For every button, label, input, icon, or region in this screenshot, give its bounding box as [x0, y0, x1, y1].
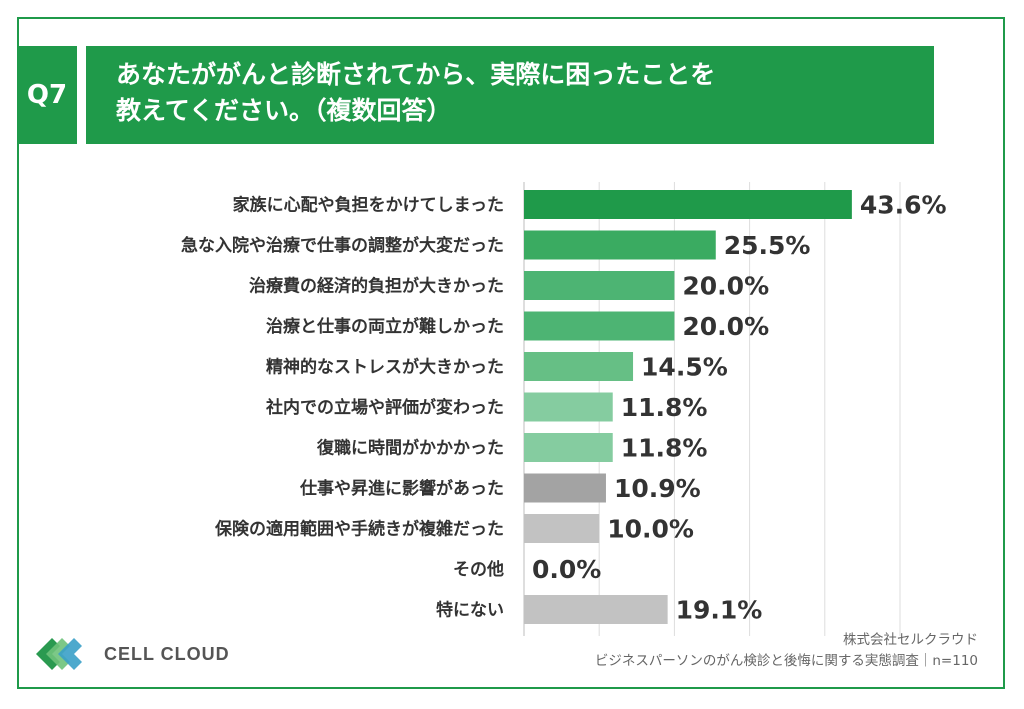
- category-label: 特にない: [436, 600, 504, 621]
- value-label: 11.8%: [621, 393, 708, 422]
- bar: [524, 473, 606, 503]
- category-label: その他: [453, 559, 504, 580]
- value-label: 11.8%: [621, 434, 708, 463]
- value-label: 25.5%: [724, 231, 811, 260]
- bar: [524, 514, 600, 543]
- value-label: 43.6%: [860, 191, 947, 220]
- question-badge: Q7: [17, 46, 77, 144]
- category-label: 治療と仕事の両立が難しかった: [266, 316, 504, 337]
- value-label: 19.1%: [676, 596, 763, 625]
- value-label: 14.5%: [641, 353, 728, 382]
- chart-value-labels: 43.6% 25.5% 20.0% 20.0% 14.5% 11.8% 11.8% 10.9%…: [532, 191, 947, 625]
- source-company: 株式会社セルクラウド: [843, 632, 978, 648]
- question-line-2: 教えてください。（複数回答）: [116, 96, 452, 125]
- bar: [524, 271, 675, 300]
- value-label: 0.0%: [532, 555, 601, 584]
- cell-cloud-logo-icon: [36, 638, 82, 670]
- source-note: 株式会社セルクラウド ビジネスパーソンのがん検診と後悔に関する実態調査｜n=11…: [595, 630, 978, 672]
- question-line-1: あなたががんと診断されてから、実際に困ったことを: [116, 60, 716, 89]
- category-label: 保険の適用範囲や手続きが複雑だった: [214, 519, 504, 540]
- value-label: 10.9%: [614, 474, 701, 503]
- value-label: 20.0%: [682, 312, 769, 341]
- bar: [524, 311, 675, 341]
- category-label: 精神的なストレスが大きかった: [266, 357, 504, 378]
- category-label: 治療費の経済的負担が大きかった: [249, 276, 504, 297]
- outer-frame: [17, 17, 1005, 689]
- bar: [524, 392, 613, 422]
- value-label: 20.0%: [682, 272, 769, 301]
- brand-name: CELL CLOUD: [104, 643, 230, 664]
- question-title: あなたががんと診断されてから、実際に困ったことを 教えてください。（複数回答）: [86, 46, 934, 144]
- bar: [524, 352, 634, 381]
- category-label: 仕事や昇進に影響があった: [299, 478, 504, 499]
- bar: [524, 230, 716, 260]
- category-label: 復職に時間がかかかった: [316, 438, 504, 459]
- category-label: 急な入院や治療で仕事の調整が大変だった: [181, 235, 504, 256]
- category-label: 家族に心配や負担をかけてしまった: [233, 195, 504, 216]
- brand-logo: CELL CLOUD: [32, 628, 252, 680]
- chart-bars: [524, 190, 852, 624]
- value-label: 10.0%: [607, 515, 694, 544]
- source-survey: ビジネスパーソンのがん検診と後悔に関する実態調査｜n=110: [594, 653, 978, 669]
- bar: [524, 190, 852, 219]
- chart-category-labels: 家族に心配や負担をかけてしまった急な入院や治療で仕事の調整が大変だった治療費の経…: [181, 195, 504, 621]
- bar: [524, 433, 613, 462]
- category-label: 社内での立場や評価が変わった: [265, 397, 504, 418]
- bar: [524, 595, 668, 624]
